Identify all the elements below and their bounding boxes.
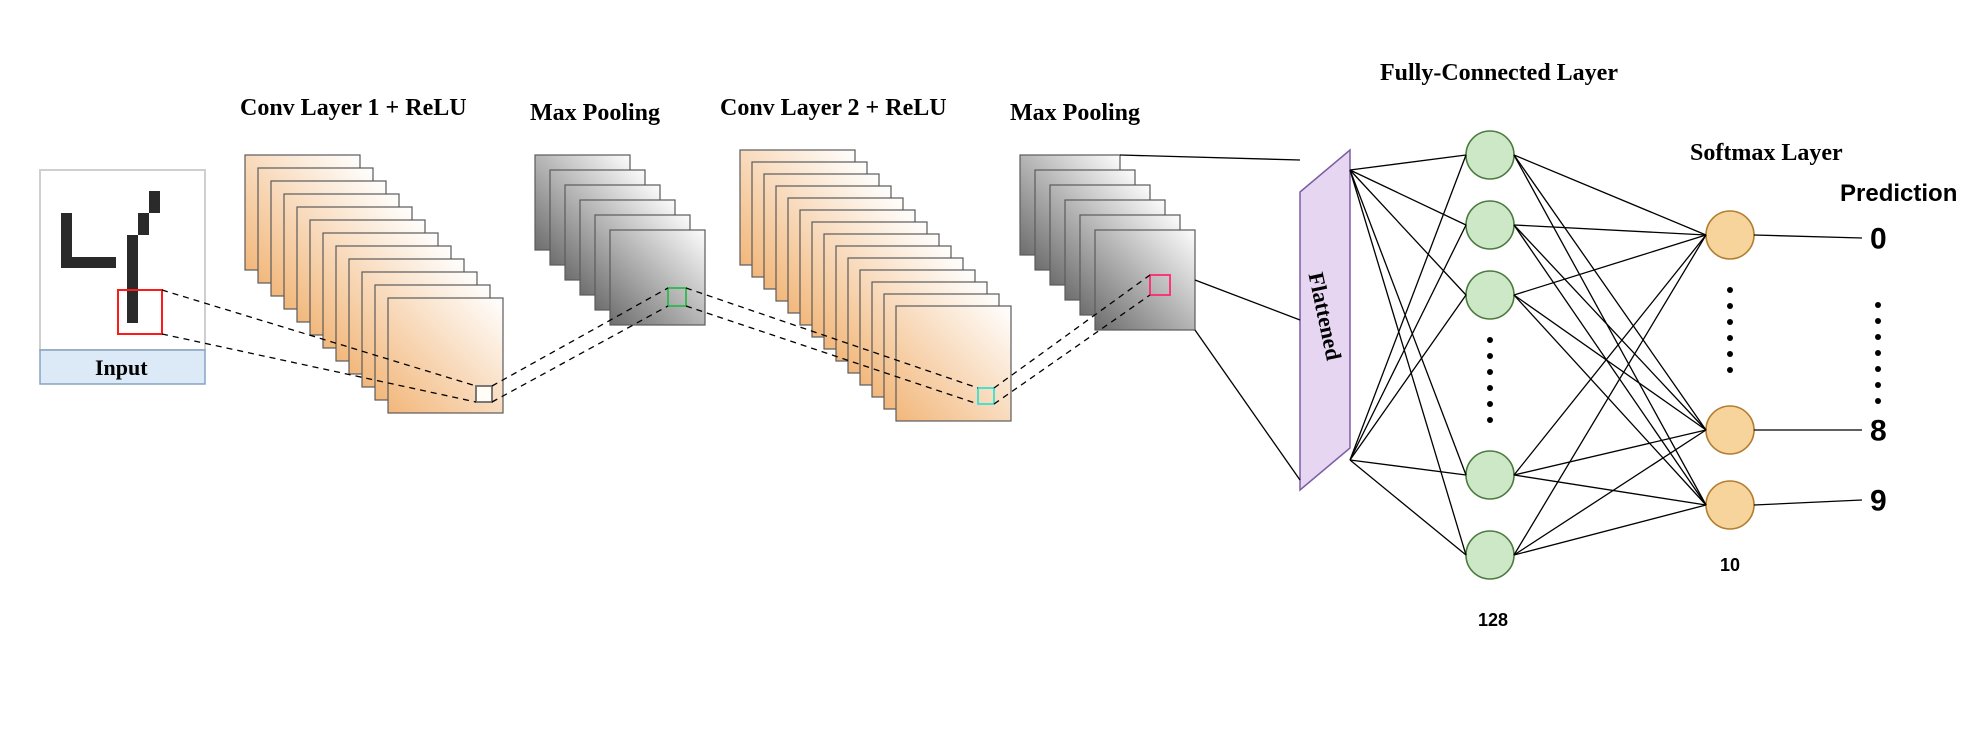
label-conv1: Conv Layer 1 + ReLU xyxy=(240,95,467,122)
label-softmax: Softmax Layer xyxy=(1690,140,1843,167)
fc-node xyxy=(1466,271,1514,319)
fc-node xyxy=(1466,201,1514,249)
fc-node xyxy=(1466,531,1514,579)
cnn-architecture-diagram: 0 8 9 Conv Layer 1 + ReLU Max Pooling Conv… xyxy=(0,0,1974,744)
softmax-node xyxy=(1706,481,1754,529)
label-softmax-count: 10 xyxy=(1720,555,1740,576)
label-fc: Fully-Connected Layer xyxy=(1380,60,1618,87)
svg-text:0: 0 xyxy=(1870,223,1887,256)
svg-text:8: 8 xyxy=(1870,415,1887,448)
label-pool1: Max Pooling xyxy=(530,100,660,127)
fc-node xyxy=(1466,131,1514,179)
svg-text:9: 9 xyxy=(1870,485,1887,518)
label-input: Input xyxy=(95,355,148,381)
fc-node xyxy=(1466,451,1514,499)
label-prediction: Prediction xyxy=(1840,180,1957,208)
label-fc-count: 128 xyxy=(1478,610,1508,631)
label-pool2: Max Pooling xyxy=(1010,100,1140,127)
label-conv2: Conv Layer 2 + ReLU xyxy=(720,95,947,122)
softmax-node xyxy=(1706,211,1754,259)
softmax-node xyxy=(1706,406,1754,454)
